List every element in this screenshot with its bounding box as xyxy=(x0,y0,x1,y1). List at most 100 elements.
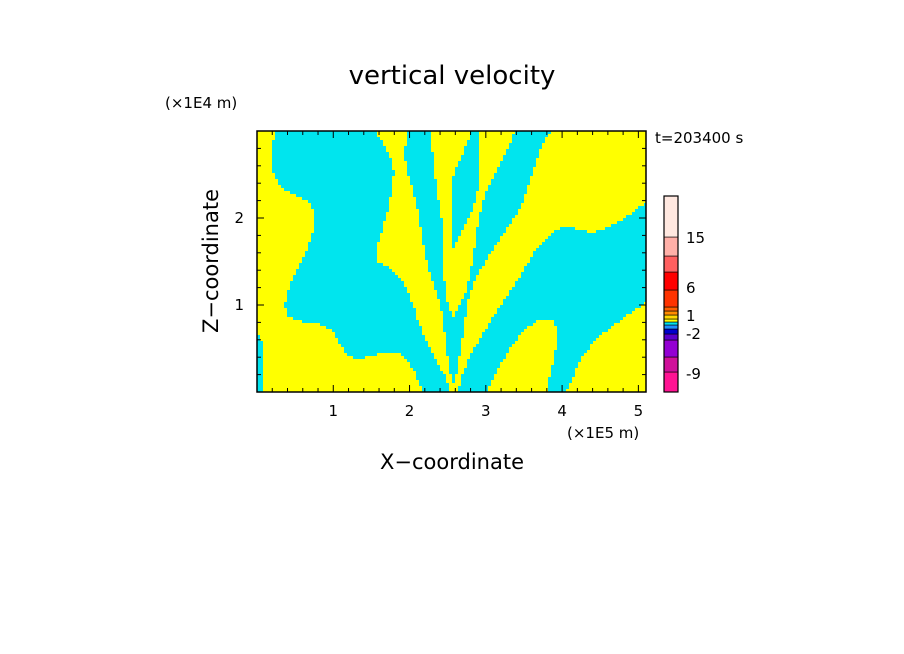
field-cell xyxy=(590,332,593,335)
field-cell xyxy=(332,242,335,245)
field-cell xyxy=(620,278,623,281)
field-cell xyxy=(593,317,596,320)
field-cell xyxy=(428,218,431,221)
field-cell xyxy=(356,218,359,221)
field-cell xyxy=(365,275,368,278)
field-cell xyxy=(527,182,530,185)
field-cell xyxy=(347,284,350,287)
field-cell xyxy=(347,161,350,164)
field-cell xyxy=(311,185,314,188)
field-cell xyxy=(629,281,632,284)
field-cell xyxy=(311,152,314,155)
field-cell xyxy=(641,215,644,218)
field-cell xyxy=(323,305,326,308)
field-cell xyxy=(377,194,380,197)
field-cell xyxy=(338,200,341,203)
field-cell xyxy=(287,134,290,137)
field-cell xyxy=(362,209,365,212)
field-cell xyxy=(347,272,350,275)
field-cell xyxy=(617,230,620,233)
field-cell xyxy=(545,263,548,266)
field-cell xyxy=(494,203,497,206)
field-cell xyxy=(338,227,341,230)
field-cell xyxy=(494,239,497,242)
field-cell xyxy=(377,227,380,230)
field-cell xyxy=(566,293,569,296)
field-cell xyxy=(608,251,611,254)
field-cell xyxy=(623,263,626,266)
field-cell xyxy=(557,275,560,278)
field-cell xyxy=(377,230,380,233)
field-cell xyxy=(566,299,569,302)
field-cell xyxy=(569,245,572,248)
field-cell xyxy=(353,281,356,284)
field-cell xyxy=(524,293,527,296)
field-cell xyxy=(356,260,359,263)
field-cell xyxy=(371,134,374,137)
field-cell xyxy=(356,152,359,155)
field-cell xyxy=(326,233,329,236)
field-cell xyxy=(485,329,488,332)
field-cell xyxy=(368,278,371,281)
field-cell xyxy=(530,290,533,293)
field-cell xyxy=(290,152,293,155)
field-cell xyxy=(326,143,329,146)
field-cell xyxy=(515,296,518,299)
field-cell xyxy=(362,227,365,230)
field-cell xyxy=(632,296,635,299)
field-cell xyxy=(530,275,533,278)
field-cell xyxy=(311,239,314,242)
field-cell xyxy=(383,329,386,332)
field-cell xyxy=(308,197,311,200)
field-cell xyxy=(344,254,347,257)
field-cell xyxy=(521,158,524,161)
field-cell xyxy=(365,134,368,137)
field-cell xyxy=(398,302,401,305)
field-cell xyxy=(362,197,365,200)
field-cell xyxy=(425,182,428,185)
field-cell xyxy=(515,176,518,179)
field-cell xyxy=(365,308,368,311)
field-cell xyxy=(521,191,524,194)
field-cell xyxy=(563,278,566,281)
field-cell xyxy=(332,287,335,290)
field-cell xyxy=(344,218,347,221)
field-cell xyxy=(629,251,632,254)
field-cell xyxy=(614,251,617,254)
field-cell xyxy=(509,152,512,155)
field-cell xyxy=(602,308,605,311)
field-cell xyxy=(611,320,614,323)
field-cell xyxy=(374,188,377,191)
field-cell xyxy=(608,284,611,287)
field-cell xyxy=(467,215,470,218)
field-cell xyxy=(287,170,290,173)
field-cell xyxy=(305,131,308,134)
field-cell xyxy=(320,260,323,263)
field-cell xyxy=(374,164,377,167)
field-cell xyxy=(383,338,386,341)
field-cell xyxy=(518,293,521,296)
field-cell xyxy=(368,182,371,185)
field-cell xyxy=(431,185,434,188)
field-cell xyxy=(617,263,620,266)
field-cell xyxy=(338,143,341,146)
field-cell xyxy=(284,173,287,176)
field-cell xyxy=(314,281,317,284)
field-cell xyxy=(308,251,311,254)
field-cell xyxy=(368,176,371,179)
field-cell xyxy=(461,329,464,332)
field-cell xyxy=(404,302,407,305)
field-cell xyxy=(416,326,419,329)
field-cell xyxy=(554,296,557,299)
field-cell xyxy=(431,155,434,158)
field-cell xyxy=(620,269,623,272)
field-cell xyxy=(476,167,479,170)
field-cell xyxy=(344,269,347,272)
field-cell xyxy=(584,284,587,287)
field-cell xyxy=(533,299,536,302)
field-cell xyxy=(443,305,446,308)
field-cell xyxy=(410,317,413,320)
field-cell xyxy=(338,158,341,161)
field-cell xyxy=(515,149,518,152)
field-cell xyxy=(431,263,434,266)
